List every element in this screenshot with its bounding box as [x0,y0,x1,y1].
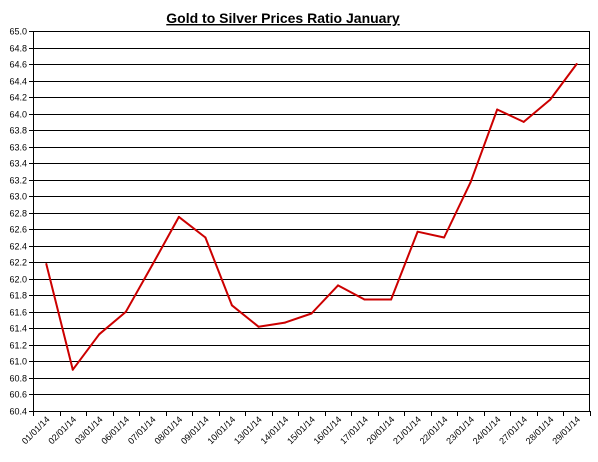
x-tick-label: 16/01/14 [312,414,344,446]
y-tick-label: 63.2 [9,176,27,186]
y-tick-label: 63.8 [9,126,27,136]
x-tick-label: 20/01/14 [365,414,397,446]
y-tick-label: 65.0 [9,27,27,37]
y-tick-label: 61.6 [9,308,27,318]
y-tick-label: 62.0 [9,275,27,285]
data-point [549,98,552,101]
y-tick-label: 62.6 [9,225,27,235]
data-point [390,298,393,301]
data-point [45,263,48,265]
data-point [337,284,339,287]
data-point [151,263,154,266]
axes [33,31,590,412]
x-tick-label: 28/01/14 [524,414,556,446]
data-point [310,312,313,315]
data-point [177,215,180,218]
data-point [469,181,472,184]
y-tick-label: 64.4 [9,77,27,87]
gridlines [33,31,590,412]
y-tick-label: 62.2 [9,258,27,268]
y-tick-label: 61.4 [9,324,27,334]
x-tick-label: 21/01/14 [391,414,423,446]
x-tick-label: 01/01/14 [20,414,52,446]
y-tick-label: 64.6 [9,60,27,70]
data-point [522,120,525,123]
data-point [496,108,499,111]
data-point [98,333,101,336]
y-tick-label: 60.6 [9,390,27,400]
x-tick-label: 09/01/14 [179,414,211,446]
x-tick-label: 29/01/14 [550,414,582,446]
x-tick-label: 22/01/14 [418,414,450,446]
x-tick-label: 02/01/14 [46,414,78,446]
y-tick-label: 63.6 [9,143,27,153]
data-point [204,236,207,239]
y-tick-label: 64.8 [9,44,27,54]
y-tick-label: 63.0 [9,192,27,202]
y-tick-label: 61.0 [9,357,27,367]
y-tick-label: 64.0 [9,110,27,120]
data-point [71,368,74,371]
x-tick-label: 15/01/14 [285,414,317,446]
data-point [257,325,260,328]
x-tick-label: 14/01/14 [259,414,291,446]
y-axis-ticks: 60.4 60.6 60.8 61.0 61.2 61.4 61.6 61.8 62.0 62.2… [9,27,33,417]
y-tick-label: 61.8 [9,291,27,301]
plot-area-border [33,31,590,412]
y-tick-label: 64.2 [9,93,27,103]
x-tick-label: 23/01/14 [444,414,476,446]
data-point [443,236,446,239]
y-tick-label: 62.8 [9,209,27,219]
x-axis-ticks: 01/01/1402/01/1403/01/1406/01/1407/01/14… [20,411,591,446]
data-point [363,298,366,301]
x-tick-label: 13/01/14 [232,414,264,446]
y-tick-label: 62.4 [9,242,27,252]
data-point [416,230,419,233]
data-point [124,310,127,313]
chart-title: Gold to Silver Prices Ratio January [166,10,400,26]
x-tick-label: 03/01/14 [73,414,105,446]
data-point [284,321,286,324]
x-tick-label: 17/01/14 [338,414,370,446]
y-tick-label: 61.2 [9,341,27,351]
x-tick-label: 10/01/14 [205,414,237,446]
x-tick-label: 24/01/14 [471,414,503,446]
data-point [230,304,233,307]
series-layer [45,63,578,371]
y-tick-label: 60.4 [9,407,27,417]
x-tick-label: 08/01/14 [152,414,184,446]
data-point [575,63,578,65]
x-tick-label: 27/01/14 [497,414,529,446]
y-tick-label: 63.4 [9,159,27,169]
x-tick-label: 07/01/14 [126,414,158,446]
y-tick-label: 60.8 [9,374,27,384]
x-tick-label: 06/01/14 [99,414,131,446]
